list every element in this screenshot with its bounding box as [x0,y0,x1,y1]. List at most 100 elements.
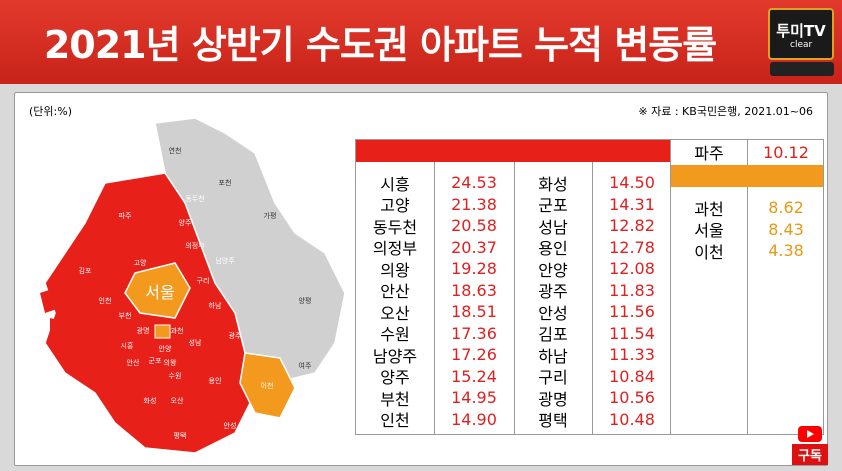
orange-header-bar [671,165,823,187]
map-label: 수원 [169,371,182,380]
content-panel: (단위:%) ※ 자료 : KB국민은행, 2021.01~06 연천 포천 동… [14,92,828,466]
region-name: 과천 [694,199,724,219]
header-banner: 2021년 상반기 수도권 아파트 누적 변동률 [0,0,842,84]
region-name: 용인 [538,239,568,259]
map-label: 용인 [209,376,222,385]
map-label: 동두천 [185,194,204,203]
map-label: 평택 [174,431,187,440]
map-label: 이천 [261,381,274,390]
region-name: 의왕 [380,260,410,280]
region-value: 10.84 [609,366,655,386]
map-label: 안성 [224,421,237,430]
player-controls[interactable] [770,62,834,76]
region-value: 12.82 [609,216,655,236]
region-name: 안성 [538,303,568,323]
map-label: 김포 [79,267,92,275]
map-label: 파주 [119,211,132,220]
region-name: 평택 [538,411,568,431]
region-name: 안양 [538,260,568,280]
rank-table: 시흥 고양 동두천 의정부 의왕 안산 오산 수원 남양주 양주 부천 인천 2… [355,139,671,435]
map-icheon [239,352,296,419]
region-value: 17.36 [451,323,497,343]
map-seoul [124,262,191,319]
region-value: 4.38 [768,241,804,261]
paju-value: 10.12 [763,142,809,162]
map-label: 부천 [119,311,132,320]
region-value: 11.33 [609,345,655,365]
map-label: 안산 [127,358,140,367]
region-value: 14.50 [609,173,655,193]
page-title: 2021년 상반기 수도권 아파트 누적 변동률 [43,23,717,67]
region-value: 18.63 [451,280,497,300]
map-seoul-label: 서울 [145,283,174,302]
region-value: 8.62 [768,198,804,218]
orange-values: 8.62 8.43 4.38 [748,197,824,262]
region-value: 18.51 [451,302,497,322]
region-name: 이천 [694,242,724,262]
region-value: 12.08 [609,259,655,279]
region-value: 24.53 [451,173,497,193]
region-name: 남양주 [372,346,418,366]
region-value: 11.54 [609,323,655,343]
region-name: 수원 [380,325,410,345]
region-name: 군포 [538,196,568,216]
map-label: 연천 [169,146,182,155]
region-name: 화성 [538,174,568,194]
map-label: 하남 [209,301,222,310]
map-label: 양주 [179,219,192,227]
col2-values: 14.50 14.31 12.82 12.78 12.08 11.83 11.5… [592,172,672,430]
region-name: 하남 [538,346,568,366]
region-value: 14.90 [451,409,497,429]
map-label: 성남 [189,338,202,347]
region-name: 안산 [380,282,410,302]
logo-subtext: clear [790,40,813,50]
col1-names: 시흥 고양 동두천 의정부 의왕 안산 오산 수원 남양주 양주 부천 인천 [356,172,434,431]
region-value: 14.95 [451,388,497,408]
subscribe-button[interactable]: 구독 [792,426,828,465]
region-value: 11.83 [609,280,655,300]
map-label: 광주 [229,332,242,340]
region-name: 광명 [538,389,568,409]
col2-names: 화성 군포 성남 용인 안양 광주 안성 김포 하남 구리 광명 평택 [514,172,592,431]
region-value: 17.26 [451,345,497,365]
region-value: 8.43 [768,219,804,239]
region-name: 김포 [538,325,568,345]
map-label: 화성 [144,396,157,405]
map-label: 안양 [159,344,172,353]
region-value: 21.38 [451,194,497,214]
region-value: 10.48 [609,409,655,429]
region-value: 15.24 [451,366,497,386]
region-name: 의정부 [372,239,418,259]
region-value: 12.78 [609,237,655,257]
region-name: 동두천 [372,217,418,237]
orange-names: 과천 서울 이천 [671,197,747,262]
map-label: 광명 [137,326,150,335]
col1-values: 24.53 21.38 20.58 20.37 19.28 18.63 18.5… [434,172,514,430]
gyeonggi-map: 연천 포천 동두천 파주 양주 가평 의정부 고양 남양주 김포 하남 양평 인… [40,117,346,454]
region-name: 구리 [538,368,568,388]
region-name: 시흥 [380,174,410,194]
map-label: 과천 [171,326,184,335]
paju-name: 파주 [694,144,724,163]
map-label: 구리 [197,276,210,285]
source-note: ※ 자료 : KB국민은행, 2021.01~06 [638,105,813,118]
map-island [50,318,70,338]
map-label: 의왕 [164,358,177,367]
map-label: 고양 [134,259,147,267]
region-name: 서울 [694,221,724,241]
map-label: 오산 [171,396,184,405]
map-label: 의정부 [185,241,205,250]
map-label: 양평 [299,296,312,305]
youtube-icon [798,426,822,442]
region-value: 11.56 [609,302,655,322]
region-value: 20.58 [451,216,497,236]
region-name: 부천 [380,389,410,409]
region-value: 20.37 [451,237,497,257]
region-name: 광주 [538,282,568,302]
region-name: 인천 [380,411,410,431]
map-gwacheon [154,324,171,339]
region-name: 오산 [380,303,410,323]
map-label: 포천 [219,178,232,187]
region-name: 고양 [380,196,410,216]
map-island [40,288,60,313]
